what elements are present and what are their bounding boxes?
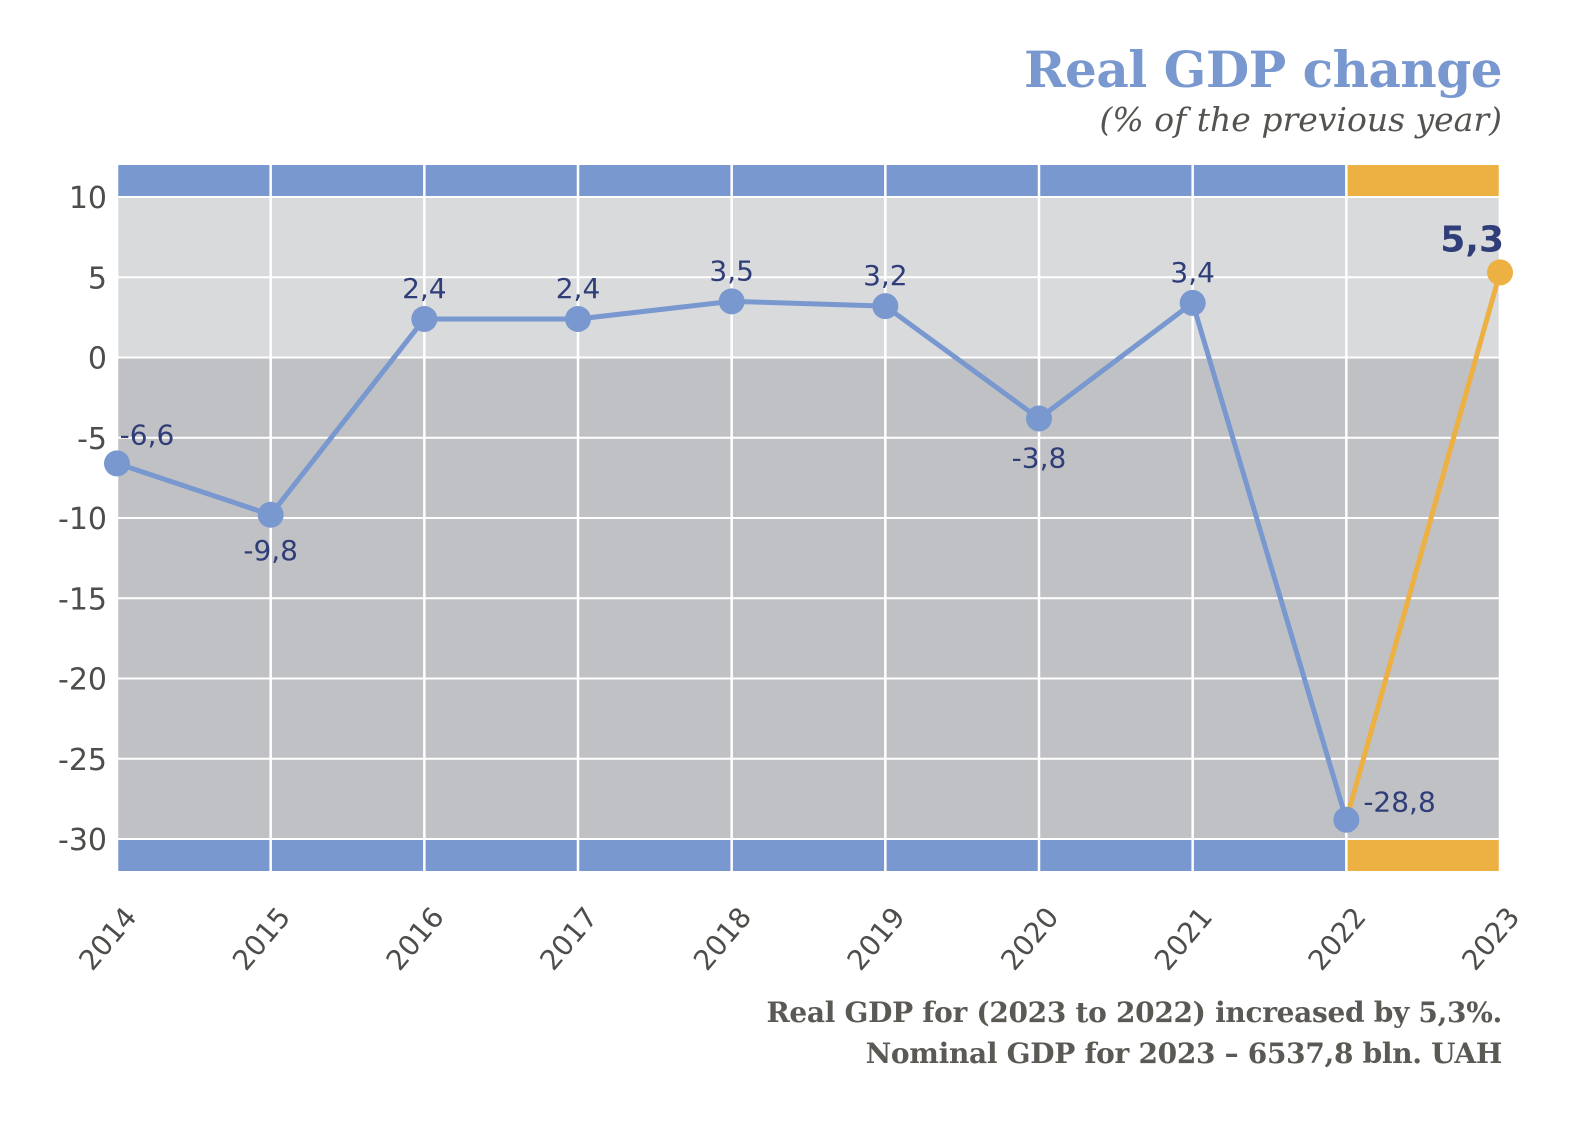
data-point: [872, 293, 899, 320]
data-label: 2,4: [556, 272, 601, 305]
data-label: -28,8: [1363, 786, 1435, 819]
bottom-band-segment: [1192, 839, 1347, 871]
chart-title: Real GDP change: [1023, 40, 1503, 99]
y-axis: 10 5 0 -5 -10 -15 -20 -25 -30: [58, 181, 107, 858]
line-segment: [1036, 300, 1196, 421]
data-label: -9,8: [243, 534, 298, 567]
x-tick-label: 2021: [1148, 901, 1219, 977]
data-labels: -6,6 -9,8 2,4 2,4 3,5 3,2 -3,8 3,4 -28,8 5,3: [120, 219, 1504, 818]
top-band-segment: [117, 165, 271, 197]
series-lines: [114, 269, 1503, 823]
bottom-band-segment: [1039, 839, 1193, 871]
top-band-segment: [270, 165, 425, 197]
line-segment: [1343, 269, 1503, 823]
data-point: [718, 288, 745, 315]
y-tick-label: 10: [69, 181, 107, 216]
data-label: 3,4: [1170, 256, 1215, 289]
line-segment: [1190, 300, 1349, 823]
y-tick-label: -25: [58, 743, 107, 778]
y-tick-label: -20: [58, 663, 107, 698]
top-band-segment: [578, 165, 732, 197]
x-tick-label: 2022: [1302, 901, 1373, 977]
x-tick-label: 2015: [226, 901, 297, 977]
top-band-segment: [731, 165, 886, 197]
line-segment: [729, 298, 888, 309]
x-axis: 2014 2015 2016 2017 2018 2019 2020 2021 2022 2023: [72, 901, 1526, 977]
top-band-segment: [424, 165, 578, 197]
line-segment: [882, 303, 1042, 421]
y-tick-label: 5: [88, 261, 107, 296]
y-tick-label: -15: [58, 582, 107, 617]
bottom-band-segment: [424, 839, 578, 871]
x-tick-label: 2016: [380, 901, 451, 977]
top-band-segment: [1039, 165, 1193, 197]
bottom-band-segment: [117, 839, 271, 871]
data-point: [1179, 289, 1206, 316]
x-tick-label: 2019: [841, 901, 912, 977]
top-band-segment: [1346, 165, 1500, 197]
data-point: [411, 305, 438, 332]
data-label: 3,5: [709, 254, 754, 287]
top-band-segment: [1192, 165, 1347, 197]
y-tick-label: -5: [77, 422, 107, 457]
bottom-band-segment: [1346, 839, 1500, 871]
chart-subtitle: (% of the previous year): [1099, 100, 1503, 139]
bottom-band-segment: [731, 839, 886, 871]
data-label: 5,3: [1440, 219, 1504, 260]
y-tick-label: -30: [58, 823, 107, 858]
bottom-band-segment: [270, 839, 425, 871]
footnote-real-gdp: Real GDP for (2023 to 2022) increased by…: [766, 996, 1502, 1029]
data-point: [104, 450, 130, 477]
x-tick-label: 2023: [1455, 901, 1526, 977]
data-label: 2,4: [402, 272, 447, 305]
y-tick-label: 0: [88, 342, 107, 377]
data-point: [1487, 259, 1513, 286]
x-tick-label: 2020: [994, 901, 1065, 977]
data-points: [104, 259, 1513, 833]
data-point: [565, 305, 591, 332]
bottom-band-segment: [885, 839, 1039, 871]
data-point: [257, 501, 284, 528]
footnote-nominal-gdp: Nominal GDP for 2023 – 6537,8 bln. UAH: [865, 1037, 1503, 1070]
year-bands: [117, 165, 1500, 871]
bottom-band-segment: [578, 839, 732, 871]
data-label: -3,8: [1012, 441, 1067, 474]
data-point: [1026, 405, 1052, 432]
data-label: -6,6: [120, 418, 175, 451]
y-tick-label: -10: [58, 502, 107, 537]
data-point: [1333, 806, 1360, 833]
line-segment: [114, 460, 274, 518]
x-tick-label: 2018: [687, 901, 758, 977]
x-tick-label: 2014: [72, 901, 143, 977]
line-segment: [268, 316, 427, 518]
line-segment: [575, 298, 735, 322]
data-label: 3,2: [863, 259, 908, 292]
x-tick-label: 2017: [533, 901, 604, 977]
top-band-segment: [885, 165, 1039, 197]
